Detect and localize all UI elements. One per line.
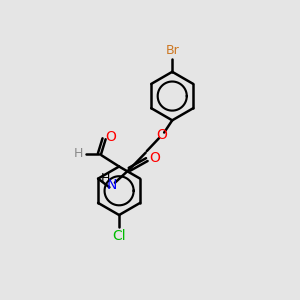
Text: N: N — [107, 178, 117, 192]
Text: O: O — [149, 152, 160, 165]
Text: H: H — [101, 172, 110, 185]
Text: Cl: Cl — [112, 229, 126, 243]
Text: H: H — [74, 147, 83, 160]
Text: O: O — [156, 128, 167, 142]
Text: O: O — [105, 130, 116, 144]
Text: Br: Br — [165, 44, 179, 58]
